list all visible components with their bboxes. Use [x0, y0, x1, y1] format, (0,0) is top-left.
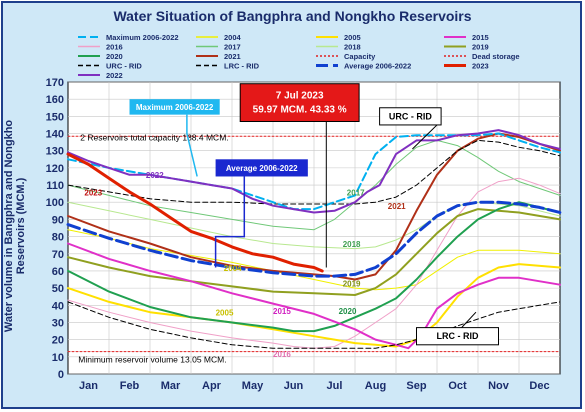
x-tick-label: Jan: [79, 380, 98, 392]
series-line-urc-rid: [67, 139, 561, 205]
x-tick-label: Mar: [161, 380, 181, 392]
legend-label-urc-rid: URC - RID: [106, 62, 142, 71]
urc-callout-arrow: [412, 124, 438, 150]
legend-label-lrc-rid: LRC - RID: [224, 62, 260, 71]
y-tick-label: 30: [52, 317, 64, 329]
y-tick-label: 0: [58, 369, 64, 381]
series-label-2017: 2017: [347, 188, 365, 197]
series-line-lrc-rid: [67, 301, 561, 349]
series-line-2016: [67, 177, 561, 349]
series-line-2017: [67, 139, 561, 231]
x-tick-label: Jun: [284, 380, 304, 392]
legend-label-2017: 2017: [224, 43, 241, 52]
series-label-2020: 2020: [339, 307, 357, 316]
max-callout-box: [129, 99, 220, 115]
axes: 0 10 20 30 40 50 60 70 80 90 100 110 120 130 140 150 160…: [46, 77, 550, 392]
x-tick-label: Oct: [448, 380, 467, 392]
y-tick-label: 80: [52, 232, 64, 244]
min-volume-annotation: Minimum reservoir volume 13.05 MCM.: [78, 355, 226, 365]
y-tick-label: 130: [46, 146, 64, 158]
series-label-2015: 2015: [273, 307, 291, 316]
lrc-callout-text: LRC - RID: [437, 331, 479, 341]
current-value-text: 59.97 MCM. 43.33 %: [253, 104, 347, 115]
series-line-average-2006-2022: [66, 200, 562, 278]
chart-title: Water Situation of Bangphra and Nongkho …: [113, 8, 472, 24]
urc-callout-text: URC - RID: [389, 111, 432, 121]
x-tick-label: Sep: [406, 380, 426, 392]
y-tick-label: 10: [52, 352, 64, 364]
legend-label-maximum-2006-2022: Maximum 2006-2022: [106, 33, 179, 42]
legend-label-2023: 2023: [472, 62, 489, 71]
series-line-2023: [66, 152, 324, 273]
y-tick-label: 60: [52, 266, 64, 278]
y-tick-label: 120: [46, 163, 64, 175]
legend: Maximum 2006-2022 2004 2005 2015 2016 2017 201…: [78, 33, 520, 80]
max-callout-arrow: [186, 114, 198, 177]
legend-label-2019: 2019: [472, 43, 489, 52]
series-line-2015: [67, 242, 561, 350]
legend-label-2021: 2021: [224, 52, 241, 61]
legend-label-average-2006-2022: Average 2006-2022: [344, 62, 411, 71]
series-label-2019: 2019: [343, 279, 361, 288]
y-tick-label: 70: [52, 249, 64, 261]
max-callout-text: Maximum 2006-2022: [136, 103, 214, 112]
x-tick-label: Nov: [488, 380, 510, 392]
x-tick-label: May: [242, 380, 264, 392]
x-tick-label: Feb: [120, 380, 140, 392]
x-tick-label: Aug: [365, 380, 386, 392]
y-tick-label: 140: [46, 129, 64, 141]
x-tick-label: Jul: [327, 380, 343, 392]
y-tick-label: 150: [46, 111, 64, 123]
capacity-annotation: 2 Reservoirs total capacity 138.4 MCM.: [80, 132, 228, 142]
legend-label-2020: 2020: [106, 52, 123, 61]
legend-label-2022: 2022: [106, 71, 123, 80]
lrc-callout-arrow: [461, 311, 477, 328]
y-tick-label: 40: [52, 300, 64, 312]
legend-label-2004: 2004: [224, 33, 242, 42]
y-tick-label: 90: [52, 214, 64, 226]
current-date-text: 7 Jul 2023: [276, 91, 324, 102]
avg-callout-box: [215, 159, 308, 177]
y-tick-label: 50: [52, 283, 64, 295]
series-lines: [66, 129, 562, 353]
legend-label-2005: 2005: [344, 33, 361, 42]
legend-label-2015: 2015: [472, 33, 489, 42]
series-label-2021: 2021: [388, 202, 406, 211]
gridlines: [68, 81, 560, 375]
legend-label-dead-storage: Dead storage: [472, 52, 520, 61]
current-callout-box: [239, 83, 360, 123]
y-tick-label: 100: [46, 197, 64, 209]
series-line-2004: [67, 229, 561, 291]
avg-callout-text: Average 2006-2022: [226, 164, 298, 173]
y-tick-label: 20: [52, 335, 64, 347]
series-line-2022: [67, 129, 561, 214]
x-tick-label: Dec: [529, 380, 549, 392]
avg-callout-arrow: [214, 176, 246, 268]
series-label-2016: 2016: [273, 350, 291, 359]
series-label-2018: 2018: [343, 240, 361, 249]
callouts: 2 Reservoirs total capacity 138.4 MCM. Mi…: [78, 83, 499, 365]
y-tick-label: 170: [46, 77, 64, 89]
lrc-callout-box: [416, 327, 499, 346]
y-tick-label: 160: [46, 94, 64, 106]
series-line-2019: [67, 208, 561, 296]
in-plot-labels: 2022 2023 2017 2021 2018 2004 2019 2005 2015 2020…: [84, 171, 406, 359]
urc-callout-box: [379, 107, 442, 126]
legend-label-2016: 2016: [106, 43, 123, 52]
x-tick-label: Apr: [202, 380, 222, 392]
series-line-2020: [67, 201, 561, 333]
series-label-2022: 2022: [146, 171, 164, 180]
legend-label-capacity: Capacity: [344, 52, 376, 61]
series-label-2004: 2004: [224, 264, 242, 273]
series-label-2005: 2005: [216, 309, 234, 318]
series-label-2023: 2023: [84, 188, 102, 197]
y-tick-label: 110: [46, 180, 64, 192]
legend-label-2018: 2018: [344, 43, 361, 52]
